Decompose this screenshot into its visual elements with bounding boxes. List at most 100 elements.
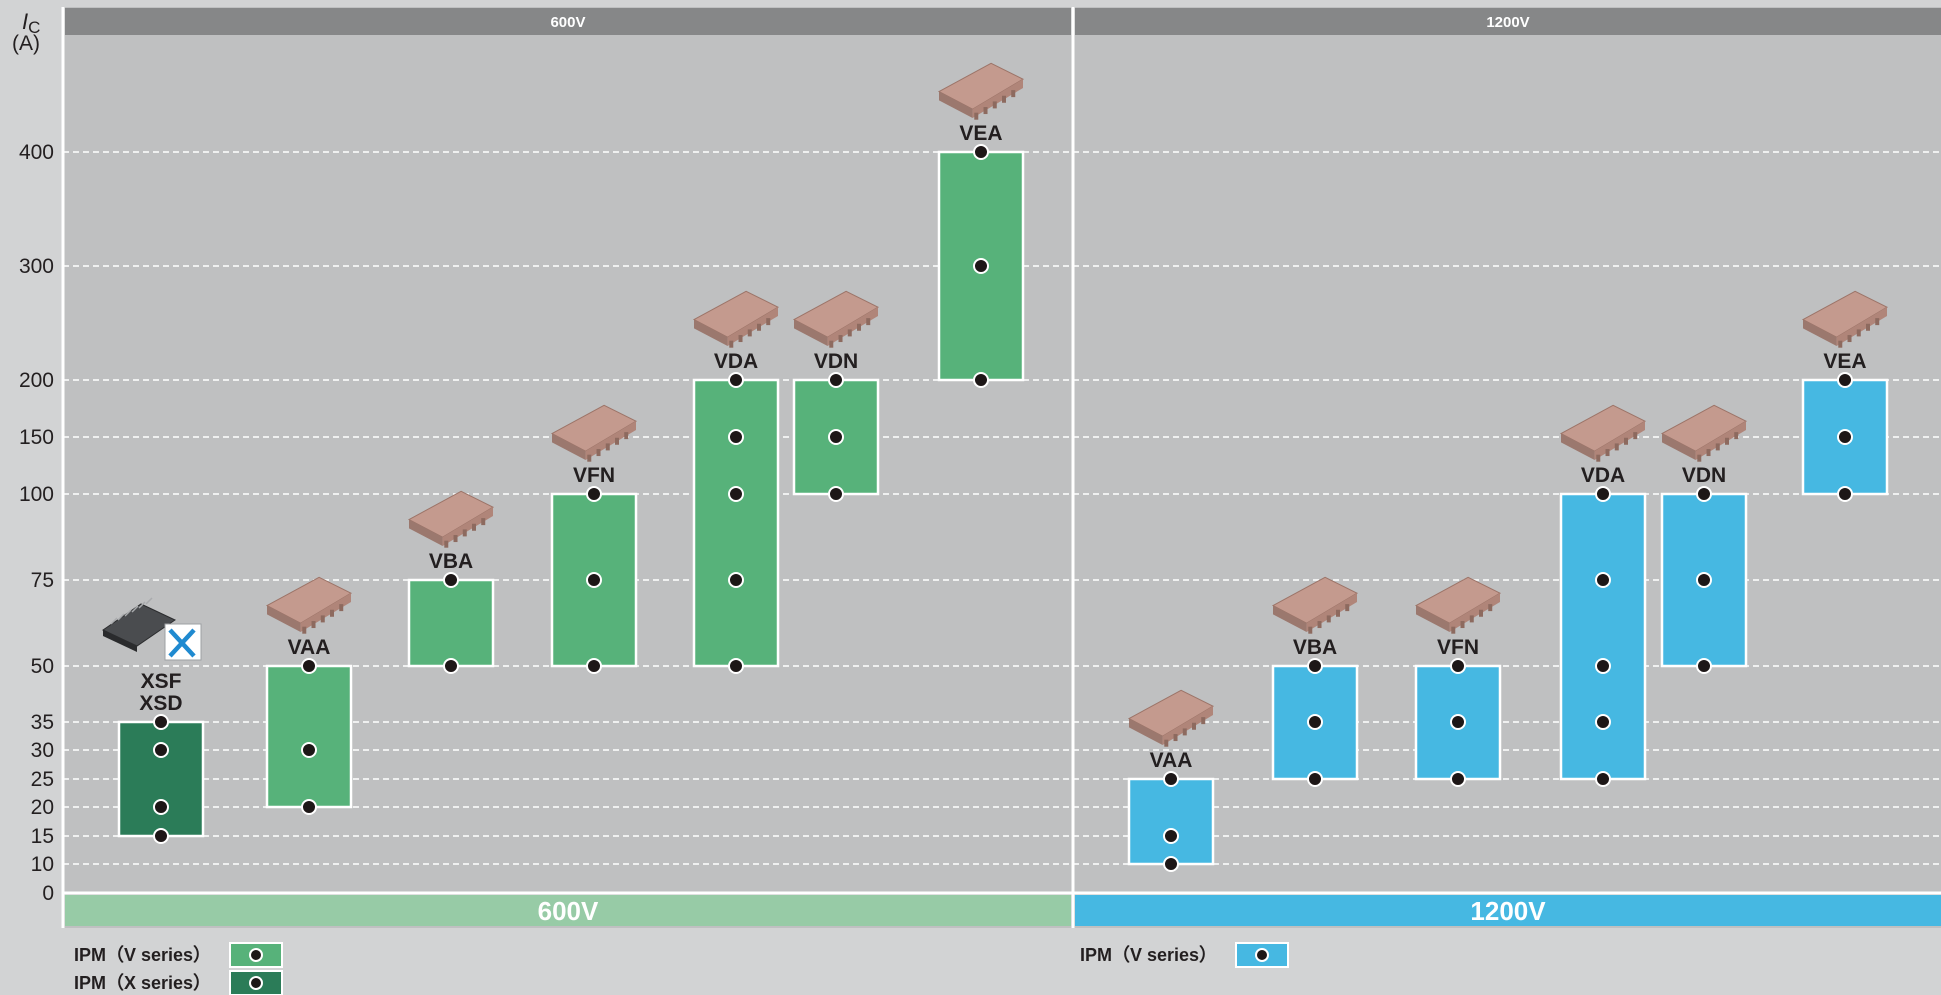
- rating-point: [1163, 856, 1179, 872]
- rating-point: [443, 658, 459, 674]
- y-tick-label: 35: [31, 711, 54, 734]
- rating-point: [153, 714, 169, 730]
- voltage-headers: 600V 1200V: [65, 8, 1941, 35]
- rating-point: [828, 429, 844, 445]
- range-bar-rect: [1127, 777, 1215, 866]
- product-label: VBA: [1293, 636, 1337, 659]
- rating-point: [1595, 486, 1611, 502]
- legend-label: IPM（V series）: [74, 945, 211, 965]
- ipm-module-icon: [1127, 689, 1215, 747]
- range-bar-600V-VAA: VAA: [265, 576, 353, 815]
- rating-point: [1837, 486, 1853, 502]
- range-bar-rect: [117, 720, 205, 838]
- rating-point: [728, 429, 744, 445]
- product-label: XSF XSD: [139, 670, 182, 715]
- product-label: VAA: [1150, 749, 1193, 772]
- header-label-1200V: 1200V: [1486, 14, 1529, 31]
- range-bar-1200V-VBA: VBA: [1271, 576, 1359, 787]
- legend-label: IPM（X series）: [74, 973, 211, 993]
- product-label: VFN: [573, 464, 615, 487]
- rating-point: [1696, 572, 1712, 588]
- y-tick-label: 300: [19, 255, 54, 278]
- rating-point: [586, 658, 602, 674]
- y-tick-label: 10: [31, 853, 54, 876]
- rating-point: [728, 486, 744, 502]
- legend-point: [249, 948, 263, 962]
- rating-point: [301, 658, 317, 674]
- ipm-module-icon: [1660, 404, 1748, 462]
- y-axis-ticks: 0 10 15 20 25 30 35 50 75 100 150 200 300 400: [19, 141, 54, 905]
- ipm-module-icon: [1271, 576, 1359, 634]
- y-tick-label: 0: [42, 882, 54, 905]
- range-bars: XSF XSD VAA VBA VFN VDA VDN VEA VAA VBA VFN VDA VDN V…: [101, 62, 1889, 872]
- voltage-footers: 600V 1200V: [65, 895, 1941, 926]
- rating-point: [1163, 771, 1179, 787]
- header-label-600V: 600V: [550, 14, 585, 31]
- rating-point: [153, 799, 169, 815]
- legend-label: IPM（V series）: [1080, 945, 1217, 965]
- range-bar-600V-VBA: VBA: [407, 490, 495, 674]
- ipm-module-icon: [937, 62, 1025, 120]
- product-label: VEA: [1823, 350, 1866, 373]
- legend: IPM（V series） IPM（X series） IPM（V series）: [74, 942, 1289, 995]
- rating-point: [1595, 714, 1611, 730]
- rating-point: [301, 742, 317, 758]
- ipm-module-icon: [550, 404, 638, 462]
- product-label: VFN: [1437, 636, 1479, 659]
- y-tick-label: 150: [19, 426, 54, 449]
- rating-point: [301, 799, 317, 815]
- rating-point: [153, 742, 169, 758]
- y-tick-label: 50: [31, 655, 54, 678]
- rating-point: [1837, 429, 1853, 445]
- y-axis-label-main: I: [22, 9, 28, 34]
- rating-point: [828, 486, 844, 502]
- legend-item-v: IPM（V series）: [74, 942, 283, 968]
- ipm-module-icon: [265, 576, 353, 634]
- rating-point: [828, 372, 844, 388]
- rating-point: [1595, 658, 1611, 674]
- footer-label-600V: 600V: [538, 896, 599, 926]
- rating-point: [1450, 771, 1466, 787]
- range-bar-1200V-VDA: VDA: [1559, 404, 1647, 787]
- legend-point: [249, 976, 263, 990]
- rating-point: [1595, 572, 1611, 588]
- rating-point: [728, 372, 744, 388]
- ipm-module-icon: [792, 290, 880, 348]
- rating-point: [1696, 658, 1712, 674]
- product-label: VDA: [714, 350, 758, 373]
- rating-point: [1307, 771, 1323, 787]
- y-axis-label: IC: [22, 9, 40, 37]
- range-bar-600V-VFN: VFN: [550, 404, 638, 674]
- ipm-module-icon: [407, 490, 495, 548]
- rating-point: [973, 144, 989, 160]
- ipm-module-icon: [1414, 576, 1502, 634]
- rating-point: [1307, 658, 1323, 674]
- legend-point: [1255, 948, 1269, 962]
- range-bar-600V-VEA: VEA: [937, 62, 1025, 388]
- range-bar-600V-VDA: VDA: [692, 290, 780, 674]
- header-bar-600V: [65, 8, 1071, 35]
- product-label: VDN: [814, 350, 858, 373]
- footer-bar-1200V: [1075, 895, 1941, 926]
- rating-point: [153, 828, 169, 844]
- product-label: VEA: [959, 122, 1002, 145]
- rating-point: [1595, 771, 1611, 787]
- y-tick-label: 30: [31, 739, 54, 762]
- ipm-module-icon: [1559, 404, 1647, 462]
- range-bar-600V-XSF-XSD: XSF XSD: [101, 597, 205, 844]
- rating-point: [1163, 828, 1179, 844]
- ipm-x-series-module-icon: [101, 597, 202, 661]
- ipm-module-icon: [692, 290, 780, 348]
- y-tick-label: 100: [19, 483, 54, 506]
- product-label: VBA: [429, 550, 473, 573]
- rating-point: [973, 258, 989, 274]
- y-axis-unit: (A): [12, 32, 40, 55]
- range-bar-rect: [1559, 492, 1647, 781]
- range-bar-1200V-VFN: VFN: [1414, 576, 1502, 787]
- product-label: VDN: [1682, 464, 1726, 487]
- range-bar-rect: [692, 378, 780, 668]
- rating-point: [586, 572, 602, 588]
- product-label: VDA: [1581, 464, 1625, 487]
- y-axis-label-sub: C: [28, 18, 40, 37]
